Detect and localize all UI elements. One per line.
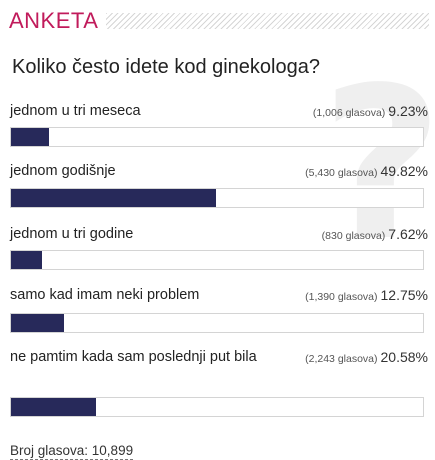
poll-title: ANKETA bbox=[9, 8, 99, 33]
result-bar-fill bbox=[11, 128, 50, 146]
answer-percent: 7.62% bbox=[388, 226, 428, 242]
poll-header: ANKETA bbox=[9, 6, 429, 36]
poll-question: Koliko često idete kod ginekologa? bbox=[12, 56, 320, 78]
answer-stats: (1,006 glasova) 9.23% bbox=[313, 101, 428, 123]
poll-answer: ne pamtim kada sam poslednji put bila (2… bbox=[10, 347, 428, 417]
answer-votes: (2,243 glasova) bbox=[305, 353, 378, 365]
answer-percent: 20.58% bbox=[380, 349, 428, 365]
result-bar-fill bbox=[11, 314, 64, 332]
answer-votes: (830 glasova) bbox=[321, 230, 386, 242]
answer-votes: (1,006 glasova) bbox=[312, 107, 386, 119]
answer-stats: (830 glasova) 7.62% bbox=[322, 224, 428, 246]
result-bar-track bbox=[10, 250, 424, 270]
result-bar-track bbox=[10, 313, 424, 333]
answer-label: jednom godišnje bbox=[10, 163, 116, 179]
poll-answer: samo kad imam neki problem (1,390 glasov… bbox=[10, 285, 428, 333]
poll-answer: jednom godišnje (5,430 glasova) 49.82% bbox=[10, 161, 428, 208]
poll-answer: jednom u tri godine (830 glasova) 7.62% bbox=[10, 224, 428, 270]
answer-percent: 12.75% bbox=[380, 287, 428, 303]
poll-answer: jednom u tri meseca (1,006 glasova) 9.23% bbox=[10, 101, 428, 147]
result-bar-fill bbox=[11, 251, 43, 269]
answer-label: ne pamtim kada sam poslednji put bila bbox=[10, 349, 257, 365]
result-bar-track bbox=[10, 397, 424, 417]
answer-label: jednom u tri godine bbox=[10, 226, 134, 242]
result-bar-track bbox=[10, 127, 424, 147]
result-bar-fill bbox=[11, 398, 96, 416]
answer-label: samo kad imam neki problem bbox=[10, 287, 200, 303]
answer-percent: 9.23% bbox=[388, 103, 428, 119]
result-bar-track bbox=[10, 188, 424, 208]
answer-votes: (5,430 glasova) bbox=[305, 167, 378, 179]
answer-percent: 49.82% bbox=[380, 163, 428, 179]
result-bar-fill bbox=[11, 189, 217, 207]
answer-stats: (1,390 glasova) 12.75% bbox=[305, 285, 428, 307]
header-stripes-decoration bbox=[106, 13, 429, 29]
answer-stats: (5,430 glasova) 49.82% bbox=[305, 161, 428, 183]
answer-stats: (2,243 glasova) 20.58% bbox=[305, 347, 428, 369]
answer-label: jednom u tri meseca bbox=[10, 103, 141, 119]
watermark-glyph: ? bbox=[321, 42, 435, 287]
answer-votes: (1,390 glasova) bbox=[305, 291, 378, 303]
total-votes-link[interactable]: Broj glasova: 10,899 bbox=[10, 443, 134, 460]
